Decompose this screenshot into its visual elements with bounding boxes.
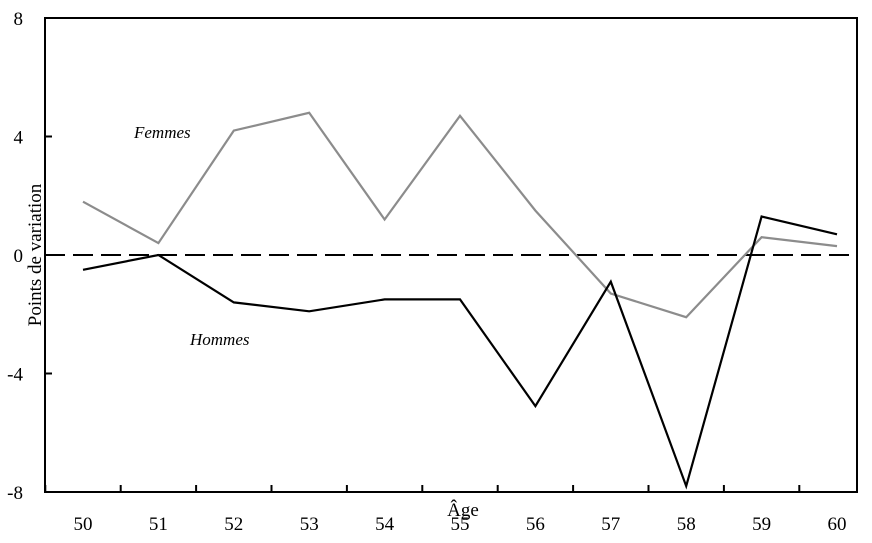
series-line-femmes — [82, 111, 838, 319]
y-tick-label: 4 — [14, 128, 24, 149]
x-tick-label: 57 — [601, 514, 620, 535]
x-axis-title: Âge — [447, 499, 479, 521]
series-label-femmes: Femmes — [133, 123, 191, 142]
series-line-hommes — [82, 215, 838, 490]
series-lines — [82, 111, 838, 490]
y-tick-label: 0 — [14, 246, 24, 267]
x-tick-label: 56 — [526, 514, 545, 535]
x-tick-label: 54 — [375, 514, 395, 535]
y-ticks: -8 -4 0 4 8 — [7, 9, 52, 504]
x-tick-label: 59 — [752, 514, 771, 535]
y-tick-label: 8 — [14, 9, 24, 30]
series-label-hommes: Hommes — [189, 330, 250, 349]
x-tick-label: 52 — [224, 514, 243, 535]
y-axis-title: Points de variation — [25, 183, 46, 326]
x-ticks: 50 51 52 53 54 55 56 57 58 59 60 — [44, 485, 847, 535]
x-tick-label: 55 — [451, 514, 470, 535]
x-tick-label: 53 — [300, 514, 319, 535]
x-tick-label: 58 — [677, 514, 696, 535]
x-tick-label: 50 — [74, 514, 93, 535]
x-tick-label: 51 — [149, 514, 168, 535]
y-tick-label: -8 — [7, 483, 23, 504]
x-tick-label: 60 — [828, 514, 847, 535]
y-tick-label: -4 — [7, 365, 23, 386]
